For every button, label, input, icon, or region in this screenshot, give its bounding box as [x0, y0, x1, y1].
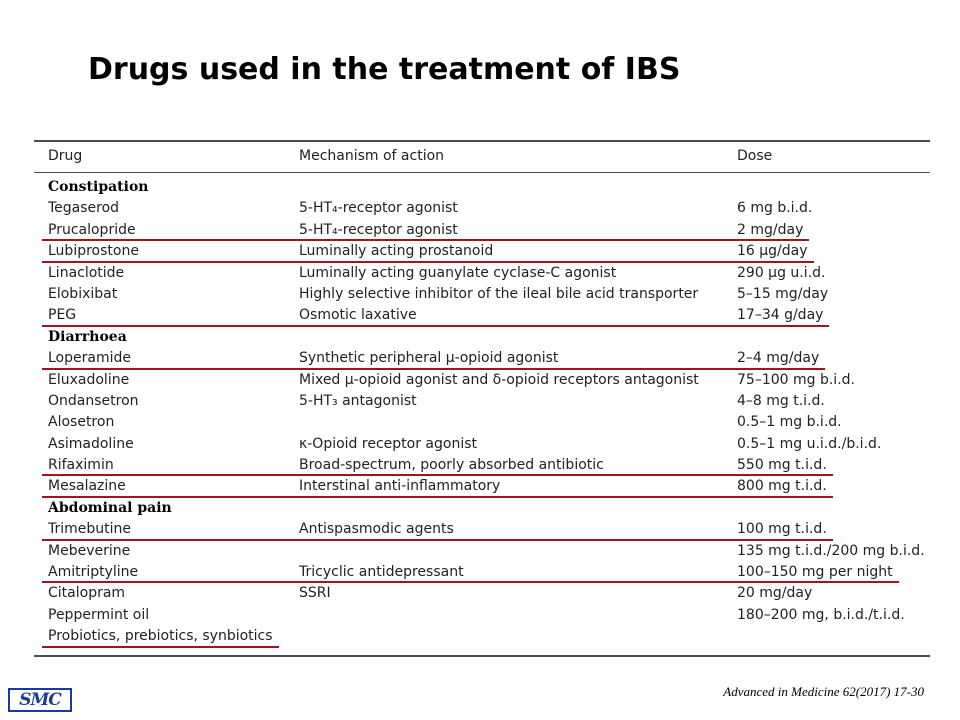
- citation: Advanced in Medicine 62(2017) 17-30: [723, 684, 924, 699]
- highlight-underline: [42, 645, 279, 648]
- mechanism-cell: Osmotic laxative: [299, 307, 417, 324]
- table-row: Linaclotide Luminally acting guanylate cy…: [34, 263, 930, 284]
- section-label: Diarrhoea: [48, 328, 127, 345]
- dose-cell: 17–34 g/day: [737, 307, 824, 324]
- drug-cell: PEG: [48, 307, 77, 324]
- drug-cell: Alosetron: [48, 414, 115, 431]
- mechanism-cell: SSRI: [299, 585, 331, 602]
- dose-cell: 800 mg t.i.d.: [737, 478, 827, 495]
- table-row: Probiotics, prebiotics, synbiotics: [34, 626, 930, 648]
- logo-text: SMC: [19, 690, 62, 710]
- header-drug: Drug: [48, 148, 83, 164]
- header-dose: Dose: [737, 148, 773, 164]
- drug-cell: Loperamide: [48, 350, 131, 367]
- dose-cell: 20 mg/day: [737, 585, 813, 602]
- dose-cell: 180–200 mg, b.i.d./t.i.d.: [737, 606, 905, 623]
- mechanism-cell: κ-Opioid receptor agonist: [299, 435, 477, 452]
- highlight-underline: [42, 495, 833, 498]
- drug-cell: Elobixibat: [48, 285, 118, 302]
- section-label: Constipation: [48, 179, 149, 195]
- dose-cell: 0.5–1 mg u.i.d./b.i.d.: [737, 435, 882, 452]
- mechanism-cell: 5-HT₄-receptor agonist: [299, 221, 458, 238]
- table-row: Prucalopride 5-HT₄-receptor agonist 2 mg/d…: [34, 220, 930, 242]
- table-row: Peppermint oil 180–200 mg, b.i.d./t.i.d.: [34, 605, 930, 626]
- dose-cell: 290 μg u.i.d.: [737, 264, 826, 281]
- mechanism-cell: Antispasmodic agents: [299, 521, 454, 538]
- dose-cell: 100 mg t.i.d.: [737, 521, 827, 538]
- table-row: Eluxadoline Mixed μ-opioid agonist and δ-…: [34, 370, 930, 391]
- highlight-underline: [42, 324, 829, 327]
- drug-cell: Asimadoline: [48, 435, 134, 452]
- mechanism-cell: Luminally acting guanylate cyclase-C ago…: [299, 264, 617, 281]
- drug-cell: Eluxadoline: [48, 371, 130, 388]
- highlight-underline: [42, 260, 814, 263]
- drug-cell: Citalopram: [48, 585, 126, 602]
- highlight-underline: [42, 474, 833, 477]
- mechanism-cell: Tricyclic antidepressant: [299, 564, 464, 581]
- drug-cell: Lubiprostone: [48, 243, 139, 260]
- highlight-underline: [42, 581, 899, 584]
- table-row: Rifaximin Broad-spectrum, poorly absorbed…: [34, 455, 930, 477]
- drug-cell: Ondansetron: [48, 392, 139, 409]
- mechanism-cell: Mixed μ-opioid agonist and δ-opioid rece…: [299, 371, 699, 388]
- drug-cell: Mebeverine: [48, 542, 131, 559]
- section-label: Abdominal pain: [48, 499, 172, 516]
- dose-cell: 0.5–1 mg b.i.d.: [737, 414, 842, 431]
- table-row: Asimadoline κ-Opioid receptor agonist 0.5–…: [34, 434, 930, 455]
- page-title: Drugs used in the treatment of IBS: [88, 52, 681, 87]
- mechanism-cell: Broad-spectrum, poorly absorbed antibiot…: [299, 457, 604, 474]
- table-row: Amitriptyline Tricyclic antidepressant 100…: [34, 562, 930, 584]
- table-row: Ondansetron 5-HT₃ antagonist 4–8 mg t.i.d.: [34, 391, 930, 412]
- mechanism-cell: 5-HT₃ antagonist: [299, 392, 417, 409]
- drug-cell: Linaclotide: [48, 264, 125, 281]
- drug-cell: Prucalopride: [48, 221, 136, 238]
- drug-cell: Probiotics, prebiotics, synbiotics: [48, 628, 273, 645]
- dose-cell: 6 mg b.i.d.: [737, 200, 813, 217]
- table-row: Loperamide Synthetic peripheral μ-opioid …: [34, 348, 930, 370]
- section-header-row: Abdominal pain: [34, 498, 930, 519]
- table-top-rule: [34, 140, 930, 142]
- dose-cell: 100–150 mg per night: [737, 564, 893, 581]
- drug-cell: Mesalazine: [48, 478, 126, 495]
- header-mechanism: Mechanism of action: [299, 148, 445, 164]
- drug-cell: Rifaximin: [48, 457, 114, 474]
- dose-cell: 2–4 mg/day: [737, 350, 820, 367]
- drug-cell: Amitriptyline: [48, 564, 139, 581]
- table-row: Elobixibat Highly selective inhibitor of …: [34, 284, 930, 305]
- section-header-row: Diarrhoea: [34, 327, 930, 348]
- table-row: Alosetron 0.5–1 mg b.i.d.: [34, 412, 930, 433]
- table-row: PEG Osmotic laxative 17–34 g/day: [34, 305, 930, 327]
- table-header-rule: [34, 172, 930, 173]
- table-bottom-rule: [34, 655, 930, 657]
- table-row: Mesalazine Interstinal anti-inflammatory 8…: [34, 476, 930, 498]
- drug-cell: Tegaserod: [48, 200, 120, 217]
- table-row: Trimebutine Antispasmodic agents 100 mg t.…: [34, 519, 930, 541]
- highlight-underline: [42, 239, 809, 242]
- mechanism-cell: Interstinal anti-inflammatory: [299, 478, 501, 495]
- mechanism-cell: Luminally acting prostanoid: [299, 243, 494, 260]
- mechanism-cell: Synthetic peripheral μ-opioid agonist: [299, 350, 559, 367]
- table-row: Mebeverine 135 mg t.i.d./200 mg b.i.d.: [34, 541, 930, 562]
- drug-cell: Peppermint oil: [48, 606, 150, 623]
- table-row: Tegaserod 5-HT₄-receptor agonist 6 mg b.i.…: [34, 198, 930, 219]
- table-row: Lubiprostone Luminally acting prostanoid 1…: [34, 241, 930, 263]
- dose-cell: 5–15 mg/day: [737, 285, 829, 302]
- dose-cell: 550 mg t.i.d.: [737, 457, 827, 474]
- mechanism-cell: Highly selective inhibitor of the ileal …: [299, 285, 699, 302]
- mechanism-cell: 5-HT₄-receptor agonist: [299, 200, 458, 217]
- drug-cell: Trimebutine: [48, 521, 132, 538]
- section-header-row: Constipation: [34, 177, 930, 198]
- table-body: Constipation Tegaserod 5-HT₄-receptor agon…: [34, 177, 930, 648]
- dose-cell: 16 μg/day: [737, 243, 808, 260]
- dose-cell: 2 mg/day: [737, 221, 804, 238]
- highlight-underline: [42, 538, 833, 541]
- dose-cell: 4–8 mg t.i.d.: [737, 392, 825, 409]
- dose-cell: 75–100 mg b.i.d.: [737, 371, 855, 388]
- dose-cell: 135 mg t.i.d./200 mg b.i.d.: [737, 542, 925, 559]
- highlight-underline: [42, 367, 825, 370]
- smc-logo: SMC: [8, 688, 72, 712]
- table-row: Citalopram SSRI 20 mg/day: [34, 583, 930, 604]
